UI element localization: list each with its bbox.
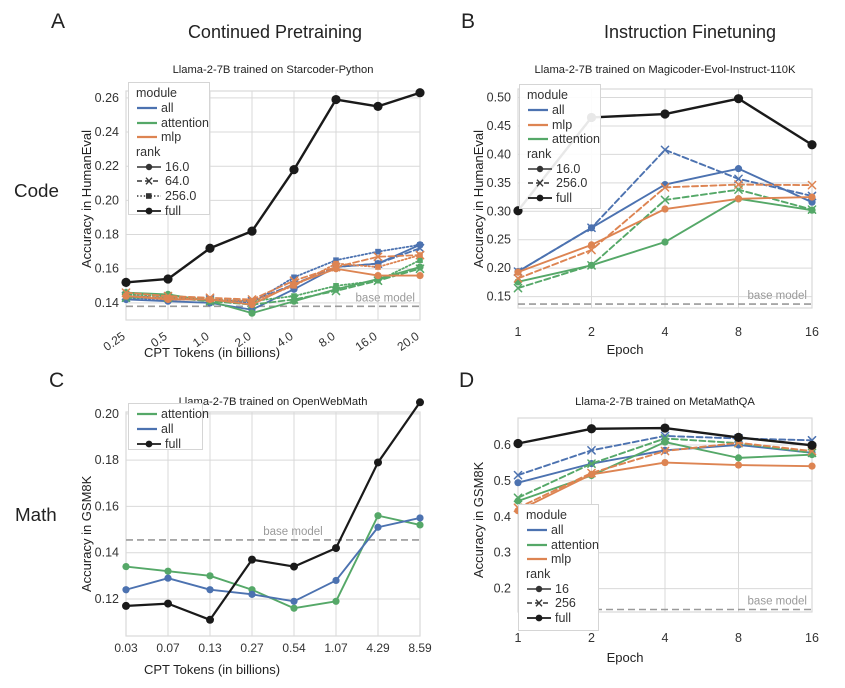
svg-text:0.5: 0.5 [494,474,511,488]
svg-text:2: 2 [588,631,595,645]
svg-text:0.6: 0.6 [494,438,511,452]
svg-text:base model: base model [748,595,807,607]
svg-text:0.4: 0.4 [494,510,511,524]
svg-text:0.3: 0.3 [494,546,511,560]
svg-text:4: 4 [662,631,669,645]
svg-text:16: 16 [805,631,819,645]
svg-text:1: 1 [515,631,522,645]
svg-text:0.2: 0.2 [494,582,511,596]
svg-text:8: 8 [735,631,742,645]
